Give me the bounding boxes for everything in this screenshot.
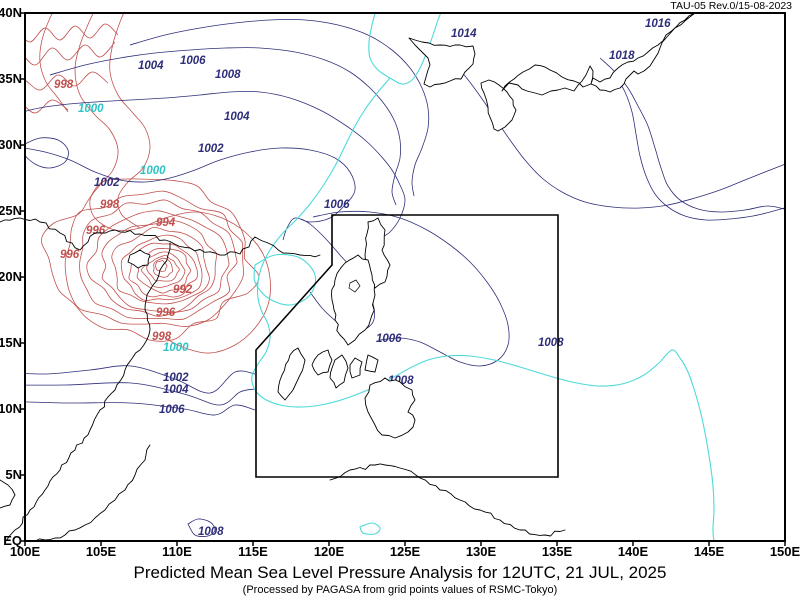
- svg-text:135E: 135E: [542, 544, 573, 559]
- svg-text:996: 996: [60, 249, 80, 261]
- svg-text:140E: 140E: [618, 544, 649, 559]
- svg-text:1006: 1006: [324, 199, 350, 211]
- svg-text:1006: 1006: [159, 404, 185, 416]
- svg-text:115E: 115E: [238, 544, 268, 559]
- svg-text:1016: 1016: [645, 18, 671, 30]
- svg-text:996: 996: [156, 307, 176, 319]
- svg-text:1014: 1014: [451, 28, 477, 40]
- svg-text:105E: 105E: [86, 544, 117, 559]
- svg-text:145E: 145E: [694, 544, 725, 559]
- svg-text:10N: 10N: [0, 401, 22, 416]
- svg-text:130E: 130E: [466, 544, 497, 559]
- svg-text:1018: 1018: [609, 50, 635, 62]
- svg-text:1008: 1008: [215, 69, 241, 81]
- svg-text:998: 998: [100, 199, 120, 211]
- svg-text:998: 998: [54, 79, 74, 91]
- svg-text:1006: 1006: [376, 333, 402, 345]
- svg-text:Predicted Mean Sea Level Press: Predicted Mean Sea Level Pressure Analys…: [134, 563, 667, 582]
- svg-text:100E: 100E: [10, 544, 41, 559]
- svg-text:1006: 1006: [180, 55, 206, 67]
- svg-text:998: 998: [152, 331, 172, 343]
- svg-text:150E: 150E: [770, 544, 800, 559]
- svg-text:994: 994: [156, 217, 176, 229]
- svg-text:1000: 1000: [78, 103, 104, 115]
- svg-text:120E: 120E: [314, 544, 345, 559]
- svg-text:(Processed by PAGASA from grid: (Processed by PAGASA from grid points va…: [243, 584, 558, 596]
- svg-text:1000: 1000: [163, 342, 189, 354]
- svg-text:30N: 30N: [0, 137, 22, 152]
- svg-text:1004: 1004: [224, 111, 250, 123]
- svg-text:40N: 40N: [0, 5, 22, 20]
- svg-text:1004: 1004: [138, 60, 164, 72]
- svg-text:1008: 1008: [538, 337, 564, 349]
- svg-text:125E: 125E: [390, 544, 421, 559]
- svg-text:1008: 1008: [198, 526, 224, 538]
- svg-text:20N: 20N: [0, 269, 22, 284]
- svg-text:110E: 110E: [162, 544, 192, 559]
- svg-text:996: 996: [86, 225, 106, 237]
- svg-text:1002: 1002: [94, 177, 120, 189]
- svg-text:1002: 1002: [163, 372, 189, 384]
- svg-text:25N: 25N: [0, 203, 22, 218]
- svg-text:992: 992: [173, 284, 193, 296]
- svg-text:35N: 35N: [0, 71, 22, 86]
- svg-text:1000: 1000: [140, 165, 166, 177]
- svg-text:15N: 15N: [0, 335, 22, 350]
- svg-text:1004: 1004: [163, 384, 189, 396]
- svg-text:TAU-05 Rev.0/15-08-2023: TAU-05 Rev.0/15-08-2023: [670, 0, 792, 12]
- svg-text:1002: 1002: [198, 143, 224, 155]
- svg-text:5N: 5N: [5, 467, 22, 482]
